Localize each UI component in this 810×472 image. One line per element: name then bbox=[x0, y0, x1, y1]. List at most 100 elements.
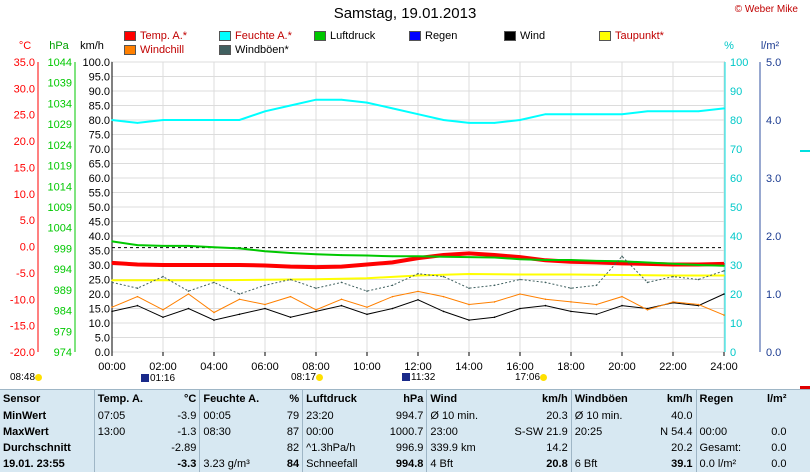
sun-icon bbox=[35, 373, 43, 381]
wind-tick-label: 25.0 bbox=[89, 275, 110, 287]
series-feuchte-a-point bbox=[187, 119, 190, 121]
series-feuchte-a-point bbox=[442, 119, 445, 121]
series-temp-a-point bbox=[493, 254, 496, 256]
series-wind-point bbox=[315, 310, 317, 313]
stats-cell: 87 bbox=[278, 424, 304, 440]
stats-cell: 07:05 bbox=[97, 410, 126, 422]
stats-row: MaxWert 13:00 -1.3 08:30 87 00:00 1000.7 23:00 S… bbox=[0, 424, 790, 440]
series-luftdruck-point bbox=[646, 261, 649, 264]
series-temp-a-point bbox=[111, 262, 113, 264]
series-luftdruck-point bbox=[238, 247, 241, 250]
humidity-tick-label: 0 bbox=[730, 347, 736, 359]
stats-cell: Durchschnitt bbox=[0, 440, 95, 456]
stats-cell: Regen bbox=[699, 393, 734, 405]
series-windchill-point bbox=[213, 311, 215, 314]
stats-cell: ^1.3hPa/h bbox=[306, 442, 356, 454]
series-feuchte-a-point bbox=[340, 98, 343, 101]
wind-tick-label: 0.0 bbox=[95, 347, 110, 359]
pressure-tick-label: 1004 bbox=[48, 223, 72, 235]
chart-title: Samstag, 19.01.2013 bbox=[333, 5, 477, 22]
stats-cell: 82 bbox=[278, 440, 304, 456]
series-feuchte-a-point bbox=[111, 119, 113, 121]
axis-unit-label: % bbox=[724, 40, 734, 52]
grid-lines bbox=[111, 61, 725, 353]
stats-cell: Wind bbox=[430, 393, 458, 405]
series-luftdruck-point bbox=[544, 259, 547, 261]
temp-tick-label: -15.0 bbox=[10, 321, 35, 333]
legend-swatch bbox=[124, 31, 136, 41]
sun-icon bbox=[316, 373, 324, 381]
stats-cell: 40.0 bbox=[646, 408, 697, 424]
stats-cell: -3.9 bbox=[159, 408, 201, 424]
series-luftdruck-point bbox=[672, 262, 674, 265]
series-windböen-point bbox=[519, 278, 521, 281]
humidity-tick-label: 40 bbox=[730, 231, 742, 243]
sun-event: 08:17 bbox=[291, 372, 324, 383]
event-time: 11:32 bbox=[411, 372, 436, 383]
wind-tick-label: 60.0 bbox=[89, 173, 110, 185]
series-luftdruck-point bbox=[111, 240, 113, 243]
series-feuchte-a-point bbox=[723, 107, 725, 110]
series-windchill-point bbox=[187, 293, 190, 295]
series-windchill-point bbox=[544, 298, 547, 301]
series-wind-point bbox=[493, 316, 496, 319]
series-feuchte-a-point bbox=[162, 119, 164, 121]
humidity-tick-label: 80 bbox=[730, 115, 742, 127]
series-luftdruck-point bbox=[391, 255, 394, 258]
wind-tick-label: 100.0 bbox=[82, 57, 110, 69]
series-temp-a-point bbox=[468, 252, 470, 255]
series-feuchte-a-point bbox=[570, 113, 572, 115]
series-luftdruck-point bbox=[621, 260, 623, 263]
series-windchill-point bbox=[442, 295, 445, 298]
legend-label: Feuchte A.* bbox=[235, 30, 292, 42]
stats-cell: 00:00 bbox=[306, 426, 334, 438]
series-temp-a-point bbox=[595, 261, 598, 264]
axes: 35.0 30.0 25.0 20.0 15.0 10.0 5.0 0.0 -5.0 -10.0 -… bbox=[10, 40, 781, 373]
series-windböen-point bbox=[111, 281, 113, 284]
legend-swatch bbox=[599, 31, 611, 41]
series-temp-a-point bbox=[621, 262, 623, 265]
wind-tick-label: 85.0 bbox=[89, 101, 110, 113]
stats-cell: 14.2 bbox=[495, 440, 572, 456]
series-windchill-point bbox=[340, 298, 343, 301]
series-luftdruck-point bbox=[417, 255, 419, 258]
series-windchill-point bbox=[468, 303, 470, 306]
legend-label: Windchill bbox=[140, 44, 185, 56]
series-windchill-point bbox=[162, 309, 164, 311]
pressure-tick-label: 989 bbox=[54, 285, 72, 297]
time-tick-label: 24:00 bbox=[710, 361, 738, 373]
stats-cell bbox=[696, 408, 757, 424]
stats-cell: 0.0 bbox=[771, 458, 787, 470]
stats-cell: 3.23 g/m³ bbox=[203, 458, 250, 470]
time-tick-label: 20:00 bbox=[608, 361, 636, 373]
series-windböen-point bbox=[570, 287, 572, 290]
pressure-tick-label: 1014 bbox=[48, 181, 72, 193]
event-time: 08:48 bbox=[10, 372, 36, 383]
legend-item: Taupunkt* bbox=[599, 30, 664, 42]
stats-cell: MaxWert bbox=[0, 424, 95, 440]
legend-item: Feuchte A.* bbox=[219, 30, 292, 42]
pressure-tick-label: 979 bbox=[54, 326, 72, 338]
series-windchill-point bbox=[595, 303, 598, 306]
series-temp-a-point bbox=[723, 263, 725, 265]
humidity-tick-label: 90 bbox=[730, 86, 742, 98]
stats-cell: % bbox=[278, 390, 304, 408]
series-windchill-point bbox=[417, 290, 419, 293]
stats-cell: 00:00 bbox=[699, 426, 728, 438]
stats-cell: Temp. A. bbox=[97, 393, 143, 405]
pressure-tick-label: 999 bbox=[54, 243, 72, 255]
stats-cell: 0.0 bbox=[771, 442, 787, 454]
stats-cell: 08:30 bbox=[203, 426, 231, 438]
series-luftdruck-point bbox=[493, 256, 496, 259]
series-wind-point bbox=[187, 307, 190, 310]
wind-tick-label: 50.0 bbox=[89, 202, 110, 214]
legend-swatch bbox=[219, 45, 231, 55]
series-temp-a-point bbox=[340, 265, 343, 268]
axis-unit-label: l/m² bbox=[761, 40, 780, 52]
wind-tick-label: 80.0 bbox=[89, 115, 110, 127]
series-windböen-point bbox=[136, 287, 139, 290]
series-wind-point bbox=[595, 313, 598, 316]
series-luftdruck-point bbox=[289, 252, 292, 254]
series-taupunkt-point bbox=[621, 274, 623, 276]
series-windchill-point bbox=[391, 295, 394, 298]
